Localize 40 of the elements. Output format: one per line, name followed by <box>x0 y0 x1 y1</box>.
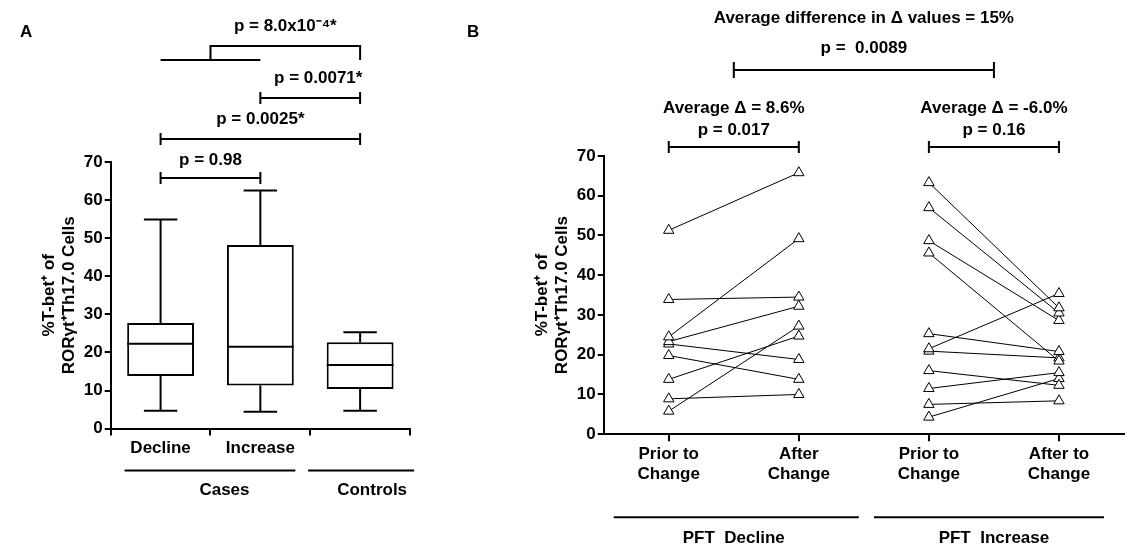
y-tick-label: 60 <box>576 185 596 205</box>
text: Average difference in Δ values = 15% <box>713 7 1014 27</box>
y-tick-label: 40 <box>576 264 596 284</box>
text: A <box>20 21 33 41</box>
text: p = 0.0025* <box>216 108 305 128</box>
y-tick-label: 50 <box>83 227 103 247</box>
y-tick-label: 70 <box>576 145 596 165</box>
y-tick-label: 20 <box>83 342 103 362</box>
y-tick-label: 30 <box>83 304 103 324</box>
text: Cases <box>199 480 250 500</box>
y-axis-title: %T-bet⁺ of RORγt⁺Th17.0 Cells <box>38 216 79 375</box>
text: PFT Decline <box>682 527 785 547</box>
y-tick-label: 30 <box>576 304 596 324</box>
y-axis-title: %T-bet⁺ of RORγt⁺Th17.0 Cells <box>531 216 572 375</box>
y-tick-label: 40 <box>83 265 103 285</box>
text: p = 0.16 <box>962 119 1026 139</box>
y-tick-label: 60 <box>83 189 103 209</box>
x-tick-label: After to Change <box>1027 444 1091 484</box>
y-tick-label: 50 <box>576 225 596 245</box>
text: p = 0.017 <box>697 119 770 139</box>
x-tick-label: Increase <box>225 438 295 458</box>
y-tick-label: 70 <box>83 151 103 171</box>
annotation: p = 0.98 <box>179 149 242 169</box>
text: p = 0.0071* <box>274 67 363 87</box>
x-tick-label: Decline <box>130 438 191 458</box>
text: Average Δ = -6.0% <box>920 97 1068 117</box>
y-tick-label: 0 <box>586 423 596 443</box>
text: p = 0.0089 <box>820 37 908 57</box>
text: Controls <box>337 480 408 500</box>
y-tick-label: 20 <box>576 344 596 364</box>
text: B <box>467 21 480 41</box>
y-tick-label: 10 <box>576 384 596 404</box>
text: Average Δ = 8.6% <box>663 97 805 117</box>
x-tick-label: After Change <box>767 444 830 484</box>
y-tick-label: 10 <box>83 380 103 400</box>
x-tick-label: Prior to Change <box>637 444 700 484</box>
text: p = 8.0x10⁻⁴* <box>233 15 338 35</box>
text: PFT Increase <box>938 527 1050 547</box>
x-tick-label: Prior to Change <box>897 444 961 484</box>
y-tick-label: 0 <box>93 418 103 438</box>
